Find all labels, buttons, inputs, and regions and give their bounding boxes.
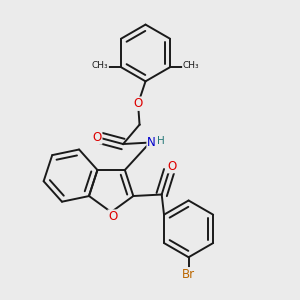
Text: O: O [167, 160, 177, 173]
Text: N: N [147, 136, 156, 149]
Text: O: O [108, 210, 117, 223]
Text: O: O [134, 97, 143, 110]
Text: H: H [158, 136, 165, 146]
Text: CH₃: CH₃ [183, 61, 199, 70]
Text: O: O [92, 131, 102, 144]
Text: CH₃: CH₃ [92, 61, 108, 70]
Text: Br: Br [182, 268, 195, 281]
